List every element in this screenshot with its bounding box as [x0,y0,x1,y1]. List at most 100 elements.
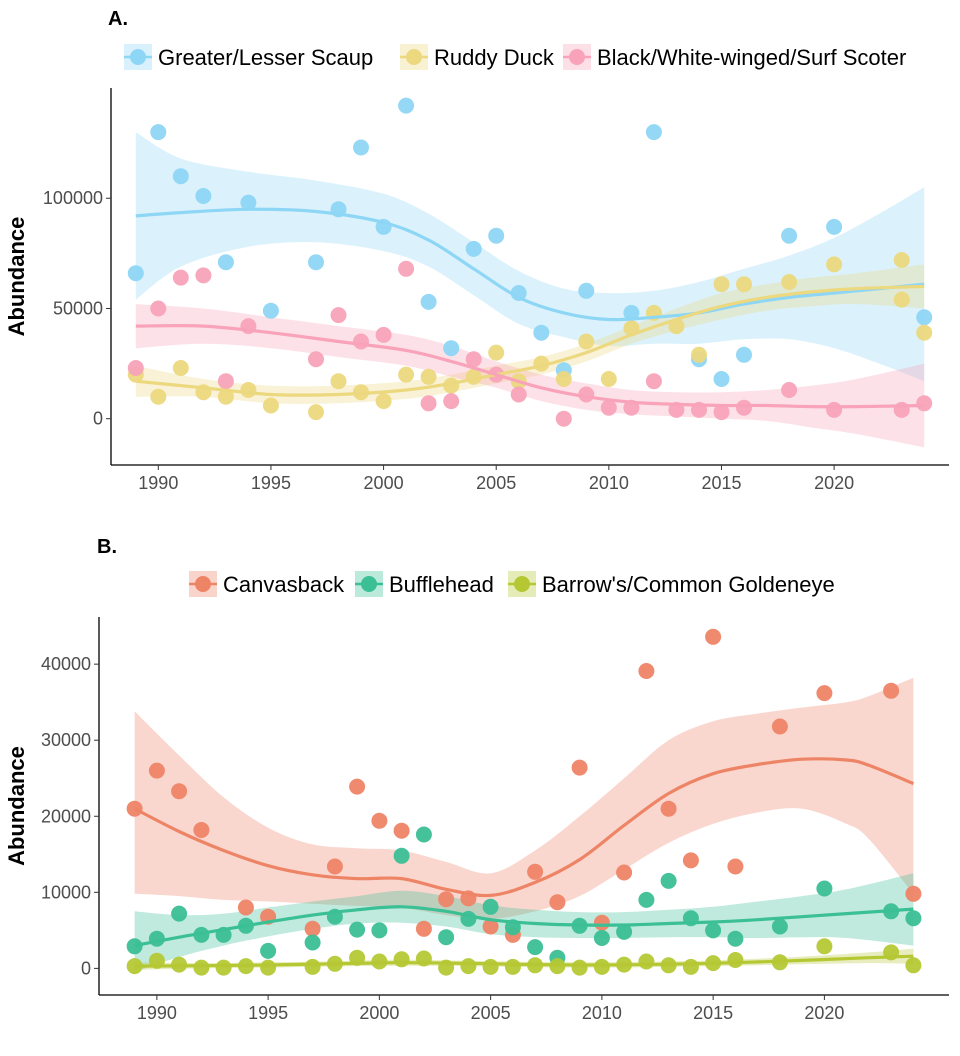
legend-item: Greater/Lesser Scaup [124,44,373,70]
data-point [883,682,900,699]
data-point [727,952,744,968]
data-point [393,822,410,839]
data-point [127,265,144,282]
data-point [826,256,843,273]
data-point [781,227,798,244]
data-point [172,269,189,286]
legend-item: Canvasback [189,571,345,597]
data-point [482,958,499,975]
data-point [816,938,833,955]
data-point [482,898,499,915]
data-point [826,401,843,418]
data-point [727,858,744,875]
legend: Greater/Lesser Scaup Ruddy Duck Black/Whit… [124,44,906,70]
x-tick-label: 2020 [804,1003,844,1023]
legend-key-marker [514,576,530,592]
data-point [330,373,347,390]
data-point [465,351,482,368]
data-point [415,826,432,843]
data-point [645,124,662,141]
data-point [504,958,521,975]
data-point [262,302,279,319]
confidence-band [135,132,925,382]
legend-label: Canvasback [223,572,345,597]
x-tick-label: 2005 [471,1003,511,1023]
data-point [816,685,833,702]
panel-label: A. [108,8,128,30]
data-point [578,282,595,299]
data-point [308,351,324,368]
legend-label: Ruddy Duck [434,45,555,70]
trend-line [133,757,915,898]
data-point [150,388,167,405]
data-point [527,939,544,956]
data-point [371,812,388,829]
data-point [171,783,188,800]
data-point [905,957,922,974]
x-tick-label: 2015 [701,473,741,493]
data-point [482,918,499,935]
trend-line [135,284,925,397]
legend-key-marker [195,576,211,592]
data-point [593,958,610,975]
data-point [533,324,550,341]
data-point [127,360,144,376]
data-point [237,899,254,916]
data-point [713,371,730,387]
legend-label: Greater/Lesser Scaup [158,45,373,70]
data-point [682,852,699,869]
data-point [349,778,366,795]
data-point [600,371,617,387]
data-point [375,326,392,343]
x-tick-label: 2020 [814,473,854,493]
x-tick-label: 2015 [693,1003,733,1023]
data-point [645,373,662,390]
data-point [660,800,677,817]
data-point [304,958,321,975]
data-point [638,891,655,908]
data-point [555,410,572,427]
data-point [905,885,922,902]
data-point [308,404,324,421]
legend-key-marker [361,576,377,592]
data-point [150,124,167,141]
panel-label: B. [97,536,117,558]
data-point [555,371,572,387]
trend-line [134,954,914,968]
data-point [375,393,392,410]
x-tick-label: 2010 [582,1003,622,1023]
legend-item: Black/White-winged/Surf Scoter [563,44,906,70]
data-point [549,894,566,911]
data-point [150,300,167,317]
data-point [527,863,544,880]
data-point [398,97,415,114]
data-point [371,922,388,939]
data-point [593,930,610,946]
y-tick-label: 20000 [41,806,91,826]
x-tick-label: 2010 [589,473,629,493]
panel-b: B. Canvasback Bufflehead Barrow's/Common Go… [4,536,949,1023]
data-point [308,254,324,271]
data-point [916,324,933,341]
data-point [438,929,455,946]
x-tick-label: 2000 [359,1003,399,1023]
data-point [623,304,640,321]
data-point [893,291,910,308]
data-point [578,333,595,350]
data-point [326,858,343,875]
data-point [148,762,165,779]
data-point [691,346,707,363]
y-tick-label: 0 [81,958,91,978]
data-point [420,395,437,412]
data-point [600,399,617,416]
data-point [736,276,752,293]
legend-label: Bufflehead [389,572,494,597]
x-tick-label: 1995 [251,473,291,493]
data-point [443,340,460,357]
data-point [330,307,347,324]
data-point [171,905,188,922]
data-point [240,194,257,211]
data-point [771,918,788,935]
data-point [172,360,189,376]
y-axis-title: Abundance [4,217,29,337]
